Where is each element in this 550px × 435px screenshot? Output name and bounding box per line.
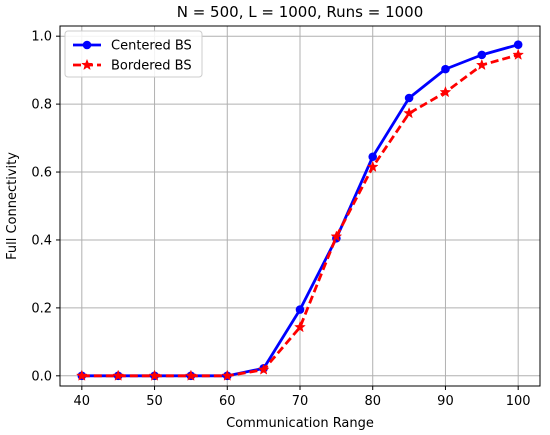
x-tick-label: 100	[506, 394, 531, 409]
y-tick-label: 0.6	[31, 166, 52, 181]
data-point	[477, 50, 487, 60]
y-tick-label: 0.0	[31, 369, 52, 384]
data-point	[184, 369, 197, 381]
data-point	[475, 58, 488, 71]
data-point	[368, 152, 378, 162]
x-tick-label: 40	[74, 394, 91, 409]
legend-label: Bordered BS	[111, 59, 192, 74]
data-point	[404, 93, 414, 103]
y-tick-label: 0.2	[31, 301, 52, 316]
data-point	[294, 321, 306, 333]
data-point	[513, 40, 523, 49]
data-point	[75, 369, 88, 381]
x-tick-label: 50	[146, 394, 163, 409]
y-tick-label: 1.0	[31, 30, 52, 45]
x-tick-label: 80	[364, 394, 381, 409]
x-tick-label: 70	[292, 394, 309, 409]
data-point	[221, 369, 234, 381]
data-point	[403, 107, 416, 119]
series-layer	[75, 40, 525, 381]
data-point	[295, 305, 305, 314]
chart-title: N = 500, L = 1000, Runs = 1000	[177, 3, 424, 21]
legend-marker	[82, 40, 92, 50]
data-point	[330, 230, 343, 242]
data-point	[366, 160, 379, 172]
legend-marker	[81, 58, 93, 71]
legend-label: Centered BS	[111, 39, 192, 54]
x-tick-label: 90	[437, 394, 454, 409]
y-tick-label: 0.4	[31, 233, 52, 248]
data-point	[257, 363, 270, 375]
data-point	[148, 369, 161, 381]
y-tick-label: 0.8	[31, 98, 52, 113]
data-point	[441, 64, 450, 74]
data-point	[112, 369, 125, 381]
grid	[60, 26, 540, 386]
y-axis-label: Full Connectivity	[5, 152, 20, 260]
x-tick-label: 60	[219, 394, 236, 409]
data-point	[439, 86, 452, 98]
x-axis-label: Communication Range	[226, 416, 374, 431]
series-bordered-bs	[75, 48, 525, 381]
ticks: 40 50 60 70 80 90 100 0.0 0.2 0.4 0.6 0.8 1.0	[31, 30, 530, 409]
legend: Centered BS Bordered BS	[64, 30, 203, 78]
data-point	[512, 48, 525, 60]
